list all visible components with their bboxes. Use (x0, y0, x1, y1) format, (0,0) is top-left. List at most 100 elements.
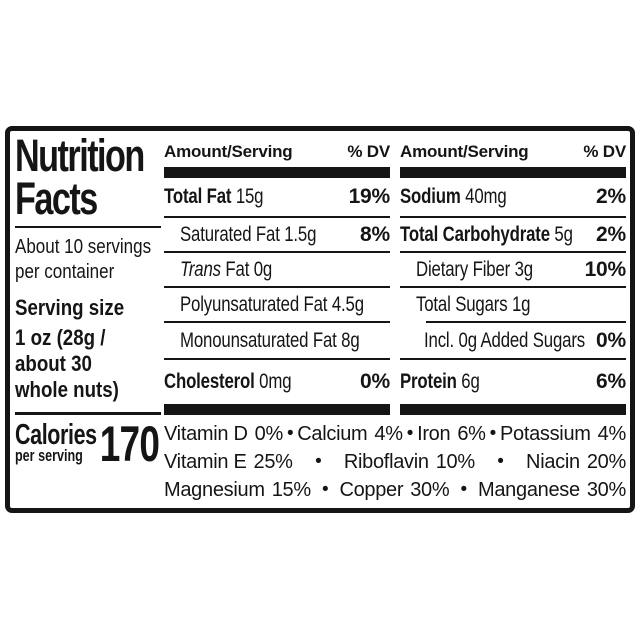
nutrient-name: Total Carbohydrate 5g (400, 222, 573, 247)
nutrient-name: Polyunsaturated Fat 4.5g (164, 293, 364, 317)
serving-size-value: 1 oz (28g / (15, 325, 167, 351)
nutrient-row-sodium: Sodium 40mg 2% (400, 178, 626, 218)
left-panel: Nutrition Facts About 10 servings per co… (15, 130, 167, 469)
nutrient-dv: 10% (584, 257, 627, 281)
serving-size-value: about 30 (15, 351, 167, 377)
micronutrient-value: 20% (586, 450, 626, 473)
micronutrient-item: Niacin 20% (526, 451, 626, 474)
nutrient-dv: 0% (360, 370, 390, 393)
nutrient-row-total-fat: Total Fat 15g 19% (164, 178, 390, 218)
nutrient-row-trans-fat: Trans Fat 0g (164, 253, 390, 288)
nutrient-name: Sodium 40mg (400, 185, 507, 209)
serving-size-label: Serving size (15, 295, 167, 321)
nutrient-name-rest: 40mg (460, 185, 507, 208)
percent-dv-header: % DV (347, 142, 390, 161)
micronutrient-row: Vitamin E 25% • Riboflavin 10% • Niacin 20% (164, 448, 626, 476)
micronutrient-name: Copper (339, 478, 404, 501)
nutrient-row-total-sugars: Total Sugars 1g (400, 288, 626, 321)
column-header: Amount/Serving % DV (164, 131, 390, 167)
nutrient-name: Protein 6g (400, 370, 480, 394)
amount-serving-header: Amount/Serving (164, 142, 293, 161)
nutrient-name: Total Fat 15g (164, 185, 264, 209)
nutrient-row-cholesterol: Cholesterol 0mg 0% (164, 360, 390, 404)
nutrient-name: Trans Fat 0g (164, 258, 272, 282)
nutrient-name-bold: Sodium (400, 185, 461, 208)
micronutrient-name: Niacin (526, 450, 580, 473)
micronutrient-name: Riboflavin (343, 450, 429, 473)
serving-size-text: 1 oz (28g / (15, 325, 106, 350)
nutrient-name-rest: 15g (231, 185, 264, 208)
micronutrient-name: Magnesium (164, 478, 265, 501)
micronutrient-item: Vitamin D 0% (164, 423, 283, 446)
nutrient-name-bold: Total Carbohydrate (400, 222, 550, 246)
micronutrient-item: Magnesium 15% (164, 479, 311, 502)
micronutrient-item: Copper 30% (339, 479, 449, 502)
nutrient-name-rest: Monounsaturated Fat 8g (180, 328, 360, 352)
calories-sublabel: per serving (15, 446, 83, 465)
serving-size-value: whole nuts) (15, 377, 167, 403)
nutrient-row-protein: Protein 6g 6% (400, 360, 626, 404)
micronutrient-name: Vitamin E (164, 450, 247, 473)
serving-size-text: about 30 (15, 351, 92, 376)
thick-rule (400, 167, 626, 178)
nutrient-name: Total Sugars 1g (400, 293, 531, 317)
serving-size-text: whole nuts) (15, 377, 119, 402)
divider (15, 412, 161, 415)
nutrient-name-bold: Cholesterol (164, 370, 255, 393)
thick-rule (164, 167, 390, 178)
nutrient-dv: 6% (596, 370, 626, 393)
nutrient-name-italic: Trans (180, 257, 221, 281)
servings-per-container: About 10 servings (15, 235, 167, 260)
calories-block: Calories per serving 170 (15, 419, 160, 469)
micronutrient-item: Calcium 4% (297, 422, 403, 446)
bullet-separator: • (460, 479, 468, 500)
bullet-separator: • (406, 423, 414, 444)
nutrient-name: Incl. 0g Added Sugars (400, 329, 585, 353)
nutrient-name-rest: Fat 0g (220, 257, 273, 281)
divider (15, 226, 161, 228)
micronutrient-name: Calcium (297, 422, 368, 445)
nutrient-name-rest: Dietary Fiber 3g (416, 257, 533, 281)
percent-dv-header: % DV (583, 142, 626, 161)
micronutrient-value: 4% (374, 422, 403, 445)
label-title-line-1: Nutrition (15, 130, 167, 181)
nutrient-dv: 19% (348, 185, 391, 208)
micronutrient-row: Magnesium 15% • Copper 30% • Manganese 30% (164, 476, 626, 504)
servings-per-container: per container (15, 260, 167, 285)
nutrient-row-polyunsaturated-fat: Polyunsaturated Fat 4.5g (164, 288, 390, 323)
calories-value: 170 (99, 416, 160, 472)
label-title-line-2: Facts (15, 176, 167, 221)
thick-rule (164, 404, 390, 415)
micronutrient-item: Manganese 30% (478, 479, 626, 502)
micronutrient-value: 15% (271, 478, 311, 501)
micronutrient-item: Riboflavin 10% (344, 451, 475, 474)
micronutrient-value: 0% (254, 422, 284, 445)
title-text: Nutrition (15, 130, 145, 181)
nutrient-name: Dietary Fiber 3g (400, 258, 533, 282)
bullet-separator: • (489, 423, 497, 444)
nutrient-name-rest: 0mg (254, 370, 292, 393)
nutrient-dv: 2% (596, 222, 626, 246)
nutrient-name: Monounsaturated Fat 8g (164, 329, 360, 353)
amount-serving-header: Amount/Serving (400, 142, 529, 161)
nutrient-dv: 2% (596, 185, 626, 208)
micronutrient-value: 10% (435, 450, 475, 473)
calories-label: Calories (15, 419, 97, 451)
micronutrient-name: Manganese (477, 478, 580, 501)
nutrient-row-saturated-fat: Saturated Fat 1.5g 8% (164, 218, 390, 253)
nutrient-name: Cholesterol 0mg (164, 370, 292, 394)
nutrient-name-rest: 5g (549, 222, 573, 246)
micronutrient-value: 4% (597, 422, 627, 445)
micronutrient-name: Potassium (499, 422, 591, 445)
micronutrient-item: Potassium 4% (500, 423, 626, 446)
column-header: Amount/Serving % DV (400, 131, 626, 167)
micronutrient-name: Iron (417, 422, 451, 445)
nutrient-name-rest: Incl. 0g Added Sugars (424, 328, 586, 352)
nutrient-name-bold: Protein (400, 370, 457, 393)
nutrient-dv: 8% (360, 222, 390, 246)
nutrient-row-added-sugars: Incl. 0g Added Sugars 0% (400, 323, 626, 360)
nutrient-column-right: Amount/Serving % DV Sodium 40mg 2% Total… (400, 131, 626, 415)
nutrient-name-bold: Total Fat (164, 185, 232, 208)
servings-text: About 10 servings (15, 236, 152, 258)
